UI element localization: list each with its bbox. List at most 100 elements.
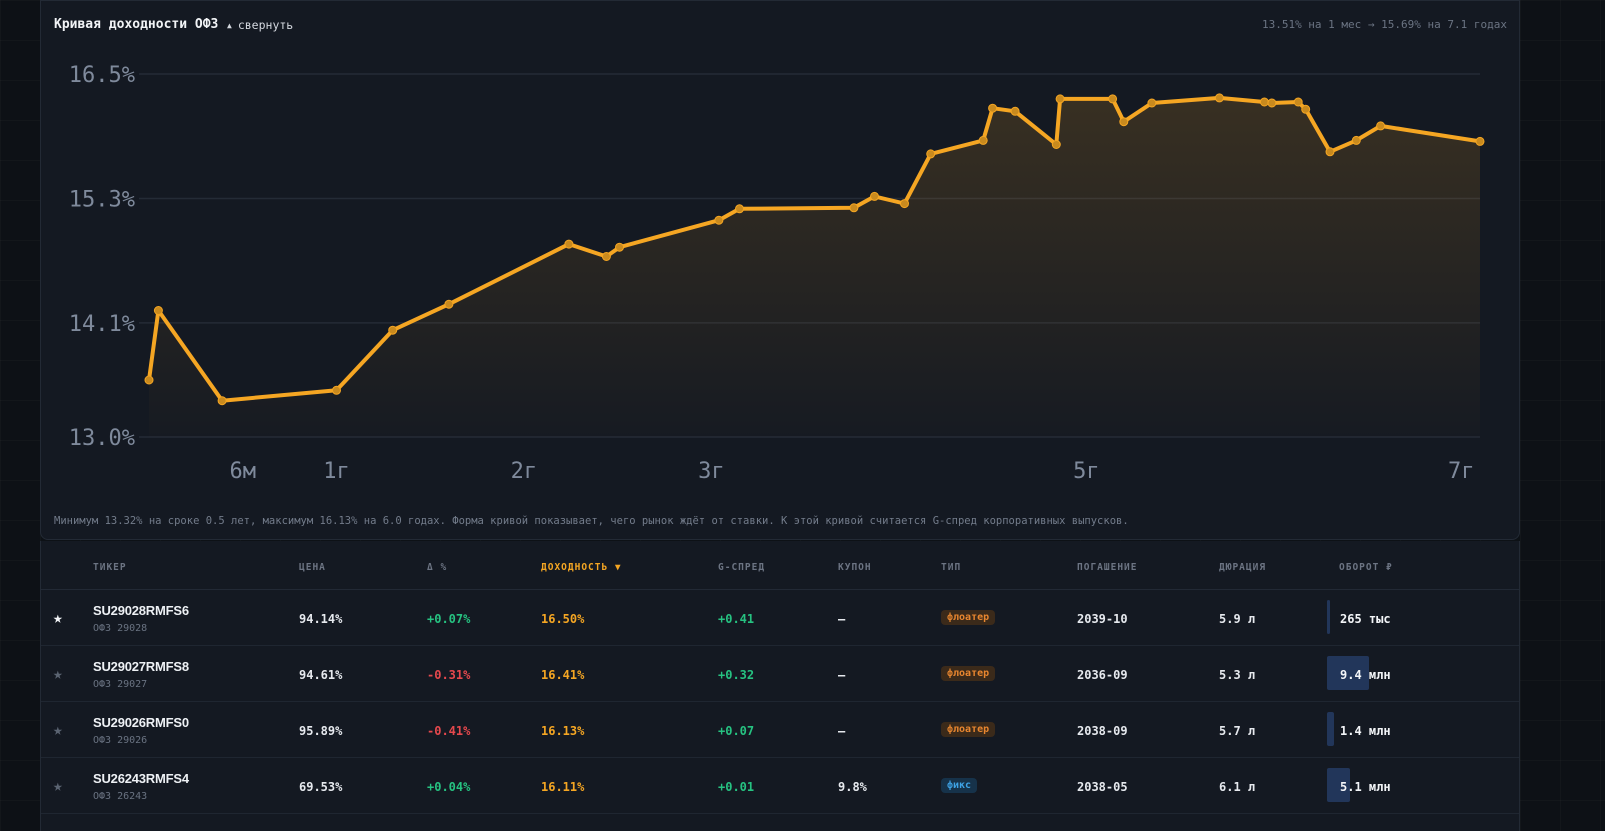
data-point xyxy=(870,191,879,201)
star-icon[interactable]: ★ xyxy=(53,608,63,627)
col-yield[interactable]: ДОХОДНОСТЬ ▼ xyxy=(541,562,622,573)
data-point xyxy=(144,375,154,385)
x-tick-label: 1г xyxy=(323,459,350,484)
data-point xyxy=(217,396,227,406)
data-point xyxy=(1214,93,1224,103)
data-point xyxy=(1259,97,1269,107)
chart-note: Минимум 13.32% на сроке 0.5 лет, максиму… xyxy=(54,515,1129,527)
type-badge: фикс xyxy=(941,778,978,793)
x-tick-label: 6м xyxy=(229,459,256,484)
star-icon[interactable]: ★ xyxy=(53,720,63,739)
volume: 265 тыс xyxy=(1340,612,1391,626)
data-point xyxy=(1293,97,1303,107)
data-point xyxy=(1351,135,1361,145)
data-point xyxy=(1475,136,1485,146)
col-volume[interactable]: ОБОРОТ ₽ xyxy=(1339,562,1393,573)
data-point xyxy=(388,325,398,335)
col-change[interactable]: Δ % xyxy=(427,562,448,573)
yield-curve-chart: 13.0% 14.1% 15.3% 16.5% 6м 1г 2г 3г 5г 7г xyxy=(69,63,1485,484)
g-spread: +0.07 xyxy=(718,724,755,738)
table-row[interactable]: ★ SU29028RMFS6 ОФЗ 29028 94.14% +0.07% 1… xyxy=(41,590,1519,646)
curve-area xyxy=(149,97,1480,438)
y-tick-label: 13.0% xyxy=(69,426,135,451)
ticker[interactable]: SU29027RMFS8 xyxy=(93,659,189,674)
col-type[interactable]: ТИП xyxy=(941,562,962,573)
yield: 16.41% xyxy=(541,668,585,682)
data-point xyxy=(714,215,724,225)
type-badge: флоатер xyxy=(941,722,996,737)
star-icon[interactable]: ★ xyxy=(53,664,63,683)
coupon: — xyxy=(838,668,846,682)
g-spread: +0.01 xyxy=(718,780,755,794)
caret-up-icon: ▲ xyxy=(227,20,232,30)
g-spread: +0.32 xyxy=(718,668,755,682)
yield: 16.11% xyxy=(541,780,585,794)
y-tick-label: 16.5% xyxy=(69,63,135,88)
volume-bar xyxy=(1327,768,1350,802)
coupon: 9.8% xyxy=(838,780,867,794)
table-header: ТИКЕР ЦЕНА Δ % ДОХОДНОСТЬ ▼ G-СПРЕД КУПО… xyxy=(41,541,1519,590)
data-point xyxy=(1301,104,1311,114)
col-g-spread[interactable]: G-СПРЕД xyxy=(718,562,766,573)
data-point xyxy=(988,103,998,113)
col-price[interactable]: ЦЕНА xyxy=(299,562,326,573)
data-point xyxy=(900,199,909,209)
ticker[interactable]: SU29028RMFS6 xyxy=(93,603,189,618)
volume-bar xyxy=(1327,712,1334,746)
duration: 5.9 л xyxy=(1219,612,1256,626)
price: 95.89% xyxy=(299,724,343,738)
data-point xyxy=(1325,147,1335,157)
table-row[interactable]: ★ SU26243RMFS4 ОФЗ 26243 69.53% +0.04% 1… xyxy=(41,758,1519,814)
type-badge: флоатер xyxy=(941,666,996,681)
maturity: 2038-09 xyxy=(1077,724,1128,738)
maturity: 2039-10 xyxy=(1077,612,1128,626)
col-duration[interactable]: ДЮРАЦИЯ xyxy=(1219,562,1267,573)
coupon: — xyxy=(838,612,846,626)
yield-curve-panel: Кривая доходности ОФЗ ▲ свернуть 13.51% … xyxy=(40,0,1520,540)
duration: 5.3 л xyxy=(1219,668,1256,682)
data-point xyxy=(1147,98,1157,108)
y-tick-label: 15.3% xyxy=(69,187,135,212)
data-point xyxy=(1108,94,1118,104)
curve-summary: 13.51% на 1 мес → 15.69% на 7.1 годах xyxy=(1262,18,1507,31)
change: -0.41% xyxy=(427,724,471,738)
data-point xyxy=(1051,140,1061,149)
coupon: — xyxy=(838,724,846,738)
ticker[interactable]: SU26243RMFS4 xyxy=(93,771,189,786)
price: 69.53% xyxy=(299,780,343,794)
volume: 5.1 млн xyxy=(1340,780,1391,794)
data-point xyxy=(332,385,341,395)
col-maturity[interactable]: ПОГАШЕНИЕ xyxy=(1077,562,1138,573)
data-point xyxy=(978,135,988,145)
data-point xyxy=(735,204,744,214)
yield: 16.50% xyxy=(541,612,585,626)
x-tick-label: 5г xyxy=(1073,459,1100,484)
price: 94.61% xyxy=(299,668,343,682)
table-row[interactable]: ★ SU29027RMFS8 ОФЗ 29027 94.61% -0.31% 1… xyxy=(41,646,1519,702)
table-row[interactable]: ★ SU29026RMFS0 ОФЗ 29026 95.89% -0.41% 1… xyxy=(41,702,1519,758)
data-point xyxy=(1119,117,1129,127)
bond-name: ОФЗ 29027 xyxy=(93,679,148,690)
data-point xyxy=(1055,94,1065,104)
price: 94.14% xyxy=(299,612,343,626)
change: +0.07% xyxy=(427,612,471,626)
duration: 6.1 л xyxy=(1219,780,1256,794)
x-tick-label: 2г xyxy=(511,459,538,484)
change: +0.04% xyxy=(427,780,471,794)
data-point xyxy=(615,242,624,252)
maturity: 2036-09 xyxy=(1077,668,1128,682)
volume: 1.4 млн xyxy=(1340,724,1391,738)
star-icon[interactable]: ★ xyxy=(53,776,63,795)
data-point xyxy=(926,149,936,159)
collapse-toggle[interactable]: ▲ свернуть xyxy=(227,18,293,32)
yield: 16.13% xyxy=(541,724,585,738)
y-tick-label: 14.1% xyxy=(69,312,135,337)
bond-name: ОФЗ 29028 xyxy=(93,623,148,634)
col-coupon[interactable]: КУПОН xyxy=(838,562,872,573)
ticker[interactable]: SU29026RMFS0 xyxy=(93,715,189,730)
collapse-label: свернуть xyxy=(237,18,294,32)
data-point xyxy=(601,252,611,261)
bond-name: ОФЗ 29026 xyxy=(93,735,148,746)
data-point xyxy=(444,299,454,309)
col-ticker[interactable]: ТИКЕР xyxy=(93,562,127,573)
